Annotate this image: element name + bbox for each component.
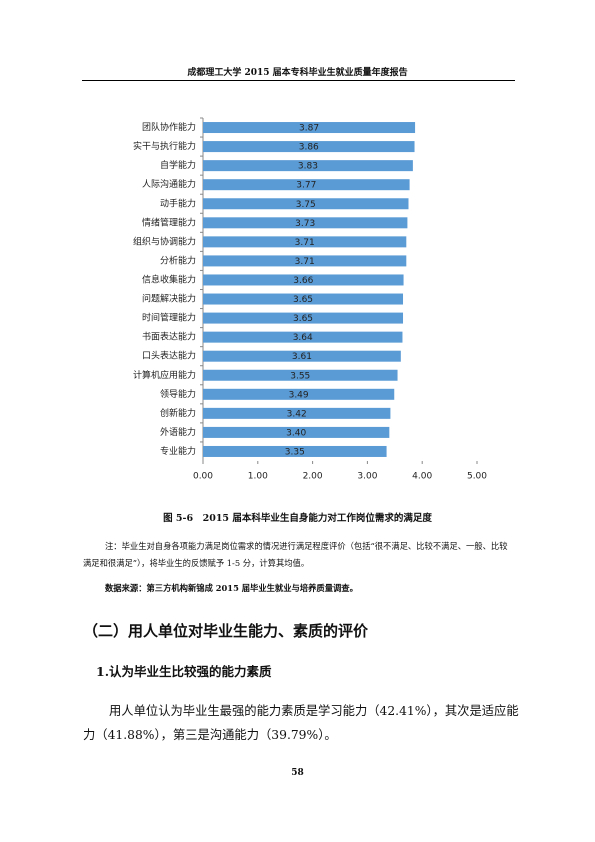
bar	[203, 293, 404, 305]
value-label: 3.65	[293, 295, 313, 305]
chart: 0.00 1.00 2.00 3.00 4.00 5.00 团队协作能力 3.87 实干与执行能…	[133, 117, 487, 482]
x-tick-label: 1.00	[248, 472, 268, 482]
value-label: 3.71	[295, 257, 315, 267]
bar	[203, 369, 398, 381]
value-label: 3.75	[296, 200, 316, 210]
paragraph: 用人单位认为毕业生最强的能力素质是学习能力（42.41%），其次是适应能力（41…	[83, 704, 519, 742]
y-tick-label: 领导能力	[160, 388, 196, 400]
y-tick-label: 口头表达能力	[142, 350, 196, 362]
value-label: 3.77	[296, 181, 316, 191]
value-label: 3.83	[298, 162, 318, 172]
bar	[203, 312, 404, 324]
header-title: 成都理工大学 2015 届本专科毕业生就业质量年度报告	[187, 68, 408, 78]
bar	[203, 331, 403, 343]
x-tick-label: 4.00	[412, 472, 432, 482]
x-tick-label: 2.00	[303, 472, 323, 482]
y-tick-label: 动手能力	[160, 197, 196, 209]
bar	[203, 179, 410, 191]
y-tick-label: 外语能力	[160, 426, 196, 438]
y-tick-label: 自学能力	[160, 159, 196, 171]
value-label: 3.66	[293, 276, 313, 286]
bar	[203, 255, 407, 267]
value-label: 3.73	[295, 219, 315, 229]
value-label: 3.42	[287, 409, 307, 419]
data-source: 数据来源：第三方机构新锦成 2015 届毕业生就业与培养质量调查。	[105, 583, 358, 593]
value-label: 3.65	[293, 314, 313, 324]
y-tick-label: 信息收集能力	[142, 273, 196, 285]
bar	[203, 122, 416, 134]
y-tick-label: 时间管理能力	[142, 312, 196, 324]
bar	[203, 407, 391, 419]
figure-note: 注：毕业生对自身各项能力满足岗位需求的情况进行满足程度评价（包括“很不满足、比较…	[83, 541, 508, 568]
figure-caption: 图 5-6 2015 届本科毕业生自身能力对工作岗位需求的满足度	[163, 513, 432, 524]
bar	[203, 141, 415, 153]
header-rule	[82, 80, 515, 81]
bar	[203, 445, 387, 457]
y-tick-label: 分析能力	[160, 254, 196, 266]
x-tick-label: 5.00	[467, 472, 487, 482]
section-heading: （二）用人单位对毕业生能力、素质的评价	[83, 622, 369, 640]
y-tick-label: 人际沟通能力	[142, 178, 196, 190]
subheading: 1.认为毕业生比较强的能力素质	[96, 664, 272, 679]
value-label: 3.55	[290, 371, 310, 381]
y-tick-label: 创新能力	[160, 407, 196, 419]
page-number: 58	[291, 768, 304, 778]
y-tick-label: 计算机应用能力	[133, 369, 196, 381]
y-tick-label: 团队协作能力	[142, 121, 196, 133]
bar	[203, 198, 409, 210]
y-tick-label: 专业能力	[160, 445, 196, 457]
y-tick-label: 问题解决能力	[142, 293, 196, 305]
x-tick-label: 0.00	[193, 472, 213, 482]
y-tick-label: 情绪管理能力	[142, 216, 196, 228]
value-label: 3.61	[292, 352, 312, 362]
value-label: 3.49	[289, 390, 309, 400]
y-tick-label: 组织与协调能力	[133, 235, 196, 247]
value-label: 3.87	[299, 124, 319, 134]
bar	[203, 350, 401, 362]
bar	[203, 426, 390, 438]
value-label: 3.64	[293, 333, 313, 343]
value-label: 3.86	[299, 143, 319, 153]
value-label: 3.35	[285, 447, 305, 457]
bar	[203, 160, 413, 172]
bar	[203, 274, 404, 286]
bar	[203, 217, 408, 229]
x-tick-label: 3.00	[357, 472, 377, 482]
y-tick-label: 实干与执行能力	[133, 140, 196, 152]
bar	[203, 236, 407, 248]
y-tick-label: 书面表达能力	[142, 331, 196, 343]
value-label: 3.71	[295, 238, 315, 248]
value-label: 3.40	[286, 428, 306, 438]
bar	[203, 388, 395, 400]
